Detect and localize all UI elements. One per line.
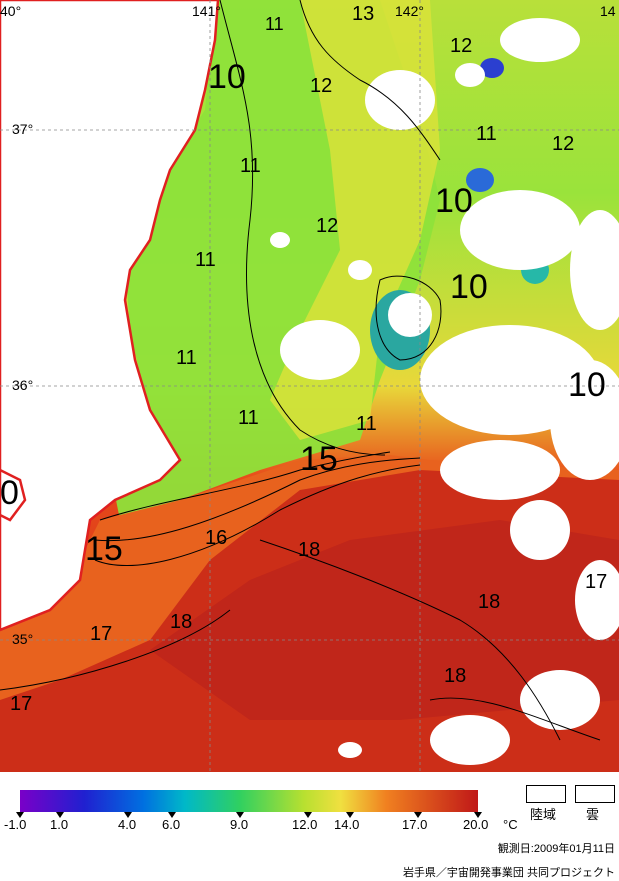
contour-label: 10: [450, 268, 488, 306]
sea-surface-temperature-map: 11 13 12 10 12 12 11 11 12 10 11 11 10 11 10 11 15 0 16 18 1…: [0, 0, 619, 772]
cloud-legend-label: 雲: [586, 807, 600, 822]
lon-label-141: 141°: [192, 3, 221, 19]
isotherm-lines: [0, 0, 601, 741]
contour-label: 10: [435, 182, 473, 220]
scale-unit: °C: [503, 817, 518, 832]
contour-label: 18: [298, 539, 320, 561]
contour-label: 12: [316, 215, 338, 237]
contour-label: 11: [176, 347, 197, 369]
observation-date: 観測日:2009年01月11日: [497, 843, 615, 855]
contour-label: 11: [238, 407, 259, 429]
coordinate-labels: 40° 141° 142° 14 37° 36° 35°: [0, 3, 616, 647]
lon-label-142: 142°: [395, 3, 424, 19]
contour-label: 17: [10, 693, 32, 715]
contour-label: 13: [352, 3, 374, 25]
contour-label: 17: [585, 571, 607, 593]
contour-label: 12: [310, 75, 332, 97]
contour-label: 10: [208, 58, 246, 96]
cloud-legend-swatch: [575, 785, 615, 803]
scale-label-14: 14.0: [334, 817, 360, 832]
cold-eddy: [466, 168, 494, 192]
lon-label-143: 14: [600, 3, 616, 19]
contour-label: 11: [195, 249, 216, 271]
red-core: [150, 520, 619, 720]
contour-label: 11: [356, 413, 377, 435]
scale-label-12: 12.0: [292, 817, 318, 832]
lat-label-35: 35°: [12, 631, 33, 647]
color-scale-bar: [20, 790, 478, 812]
land-area: [0, 0, 220, 632]
peninsula: [0, 468, 27, 522]
contour-label: 18: [478, 591, 500, 613]
contour-label: 15: [85, 530, 123, 568]
contour-label: 12: [552, 133, 574, 155]
scale-label-1: 1.0: [50, 817, 69, 832]
contour-label: 18: [444, 665, 466, 687]
land-legend-swatch: [526, 785, 566, 803]
contour-label: 10: [568, 366, 606, 404]
temperature-legend: [16, 790, 482, 818]
contour-label: 0: [0, 474, 19, 512]
contour-label: 18: [170, 611, 192, 633]
scale-label-6: 6.0: [162, 817, 181, 832]
contour-labels: 11 13 12 10 12 12 11 11 12 10 11 11 10 11 10 11 15 0 16 18 1…: [0, 3, 607, 715]
scale-label-17: 17.0: [402, 817, 428, 832]
contour-label: 15: [300, 440, 338, 478]
scale-label-neg1: -1.0: [4, 817, 27, 832]
contour-label: 11: [265, 14, 284, 34]
lat-label-36: 36°: [12, 377, 33, 393]
project-credit: 岩手県／宇宙開発事業団 共同プロジェクト: [402, 867, 615, 879]
scale-label-20: 20.0: [463, 817, 489, 832]
lat-label-37: 37°: [12, 121, 33, 137]
cold-eddy: [480, 58, 504, 78]
contour-label: 11: [476, 123, 497, 145]
contour-label: 17: [90, 623, 112, 645]
cloud-cover: [270, 18, 619, 765]
land-legend-label: 陸域: [530, 807, 557, 822]
scale-tick-marks: [16, 812, 482, 818]
contour-label: 12: [450, 35, 472, 57]
contour-label: 16: [205, 527, 227, 549]
graticule: [0, 0, 619, 772]
scale-label-9: 9.0: [230, 817, 249, 832]
lon-label-140: 40°: [0, 3, 21, 19]
scale-label-4: 4.0: [118, 817, 137, 832]
contour-label: 11: [240, 155, 261, 177]
